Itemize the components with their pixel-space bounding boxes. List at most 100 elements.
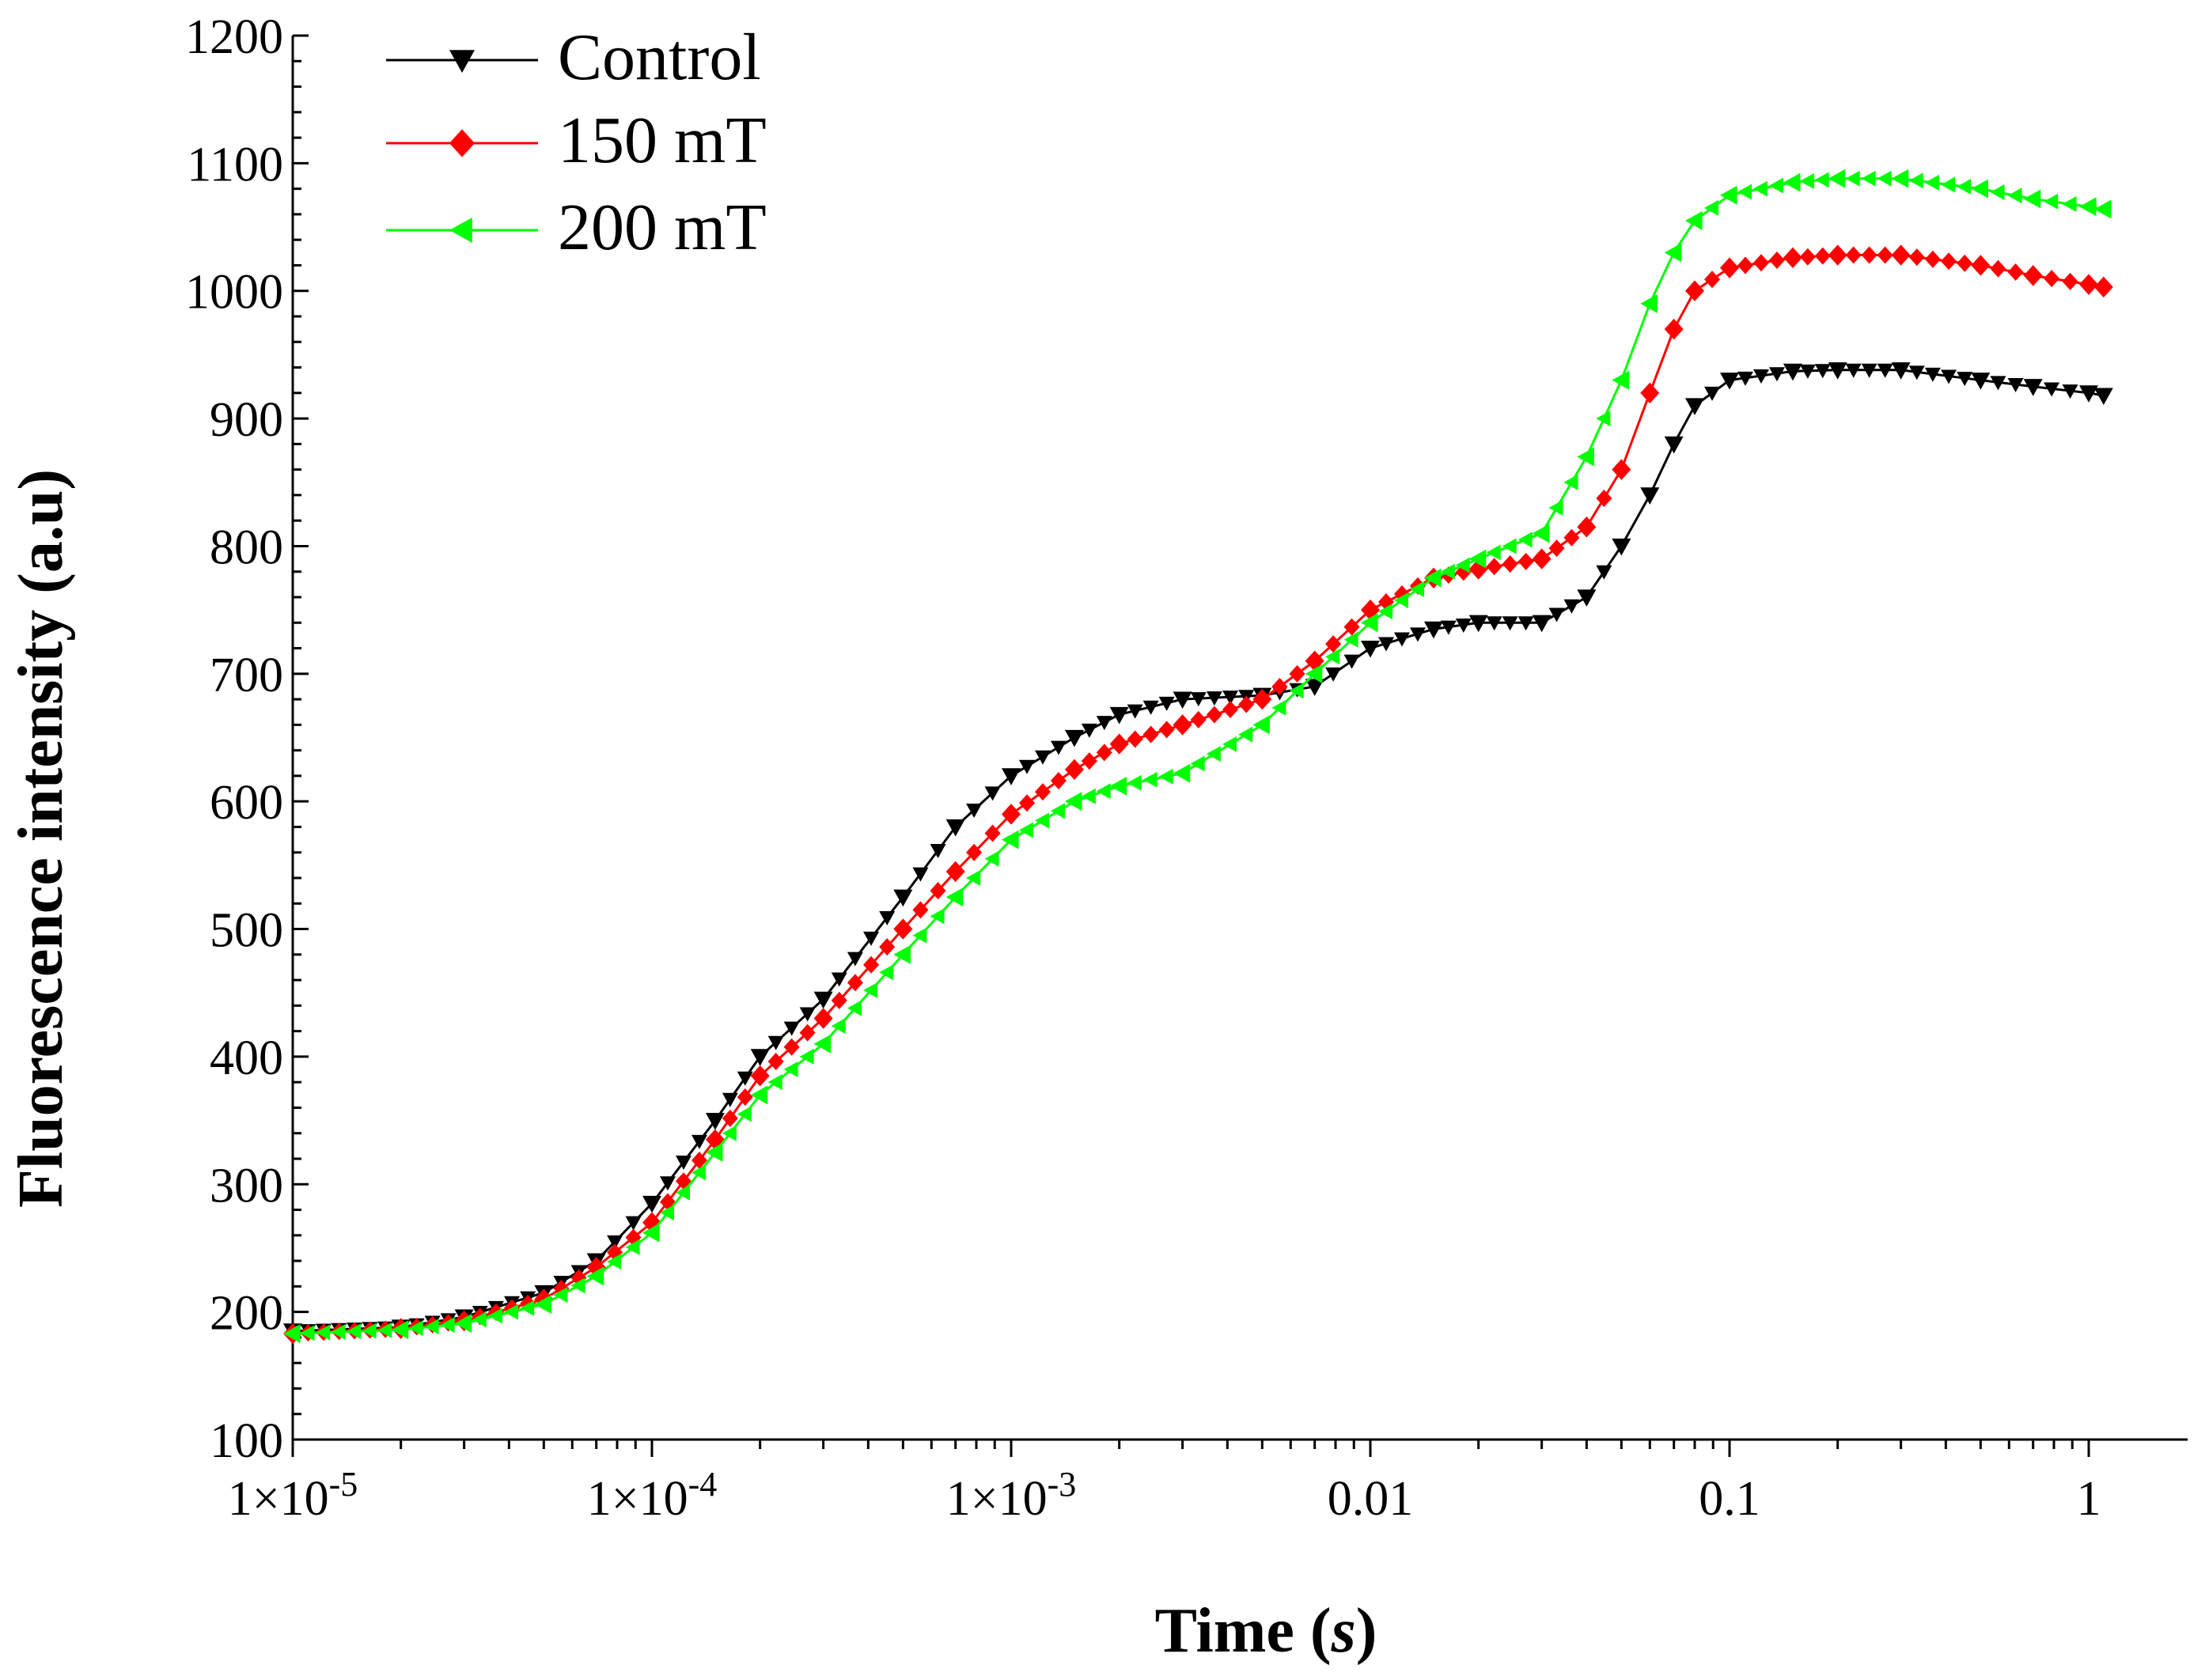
data-point xyxy=(783,1038,800,1056)
data-point xyxy=(1861,246,1877,264)
data-point xyxy=(691,1164,706,1181)
data-point xyxy=(1768,177,1783,194)
data-point xyxy=(607,1254,622,1270)
data-point xyxy=(1325,667,1342,682)
data-point xyxy=(1828,168,1846,188)
data-point xyxy=(799,1048,814,1065)
data-point xyxy=(2044,193,2059,210)
data-point xyxy=(863,955,880,974)
data-point xyxy=(1127,704,1143,719)
data-point xyxy=(1640,293,1658,313)
data-point xyxy=(1393,592,1408,609)
y-tick-label: 500 xyxy=(210,904,283,958)
data-point xyxy=(487,1307,502,1324)
data-point xyxy=(1518,552,1534,570)
data-point xyxy=(1941,176,1956,193)
data-point xyxy=(1877,170,1892,187)
data-point xyxy=(831,972,847,987)
data-point xyxy=(1127,774,1142,791)
data-point xyxy=(659,1176,676,1191)
data-point xyxy=(813,991,833,1009)
data-point xyxy=(879,911,896,926)
data-point xyxy=(1924,367,1941,382)
data-point xyxy=(2023,379,2043,396)
data-point xyxy=(1532,548,1552,569)
data-point xyxy=(1737,184,1752,200)
data-point xyxy=(722,1092,738,1107)
legend-swatch-marker xyxy=(449,129,475,157)
data-point xyxy=(534,1294,551,1314)
x-tick-label: 0.1 xyxy=(1699,1472,1760,1526)
data-point xyxy=(1664,318,1684,340)
data-point xyxy=(1050,803,1065,819)
data-point xyxy=(625,1216,642,1231)
y-tick-label: 900 xyxy=(210,393,283,447)
data-point xyxy=(783,1061,798,1078)
data-point xyxy=(1343,631,1358,648)
data-point xyxy=(1783,363,1802,381)
data-point xyxy=(1377,604,1392,620)
data-point xyxy=(1096,716,1112,731)
data-point xyxy=(625,1239,640,1255)
data-point xyxy=(984,850,999,867)
data-point xyxy=(1891,362,1911,380)
data-point xyxy=(607,1235,623,1250)
data-point xyxy=(1563,474,1578,490)
data-point xyxy=(1799,248,1816,266)
x-axis-title-main: Time ( xyxy=(1155,1596,1332,1666)
data-point xyxy=(1190,710,1207,728)
data-point xyxy=(1486,558,1502,576)
data-point xyxy=(1377,637,1394,652)
data-point xyxy=(2007,187,2022,204)
data-point xyxy=(813,1034,832,1054)
data-point xyxy=(1612,538,1631,556)
x-tick-label: 1 xyxy=(2077,1472,2101,1526)
x-axis-title-unit: s xyxy=(1331,1596,1356,1666)
data-point xyxy=(300,1325,315,1341)
data-point xyxy=(1704,386,1721,401)
data-point xyxy=(1828,244,1847,266)
data-point xyxy=(1206,746,1221,762)
data-point xyxy=(642,1212,661,1233)
data-point xyxy=(847,952,863,967)
data-point xyxy=(1908,172,1923,189)
data-point xyxy=(1142,725,1159,744)
data-point xyxy=(984,824,1001,842)
data-point xyxy=(1737,371,1753,386)
data-point xyxy=(1548,539,1565,558)
data-point xyxy=(1783,172,1801,192)
series-line xyxy=(292,369,2105,1333)
data-point xyxy=(1941,252,1957,271)
y-tick-label: 400 xyxy=(210,1031,283,1085)
data-point xyxy=(1685,280,1705,301)
data-point xyxy=(2093,276,2113,298)
data-point xyxy=(1752,180,1768,197)
data-point xyxy=(750,1049,770,1066)
data-point xyxy=(1924,250,1941,268)
data-point xyxy=(1081,752,1097,770)
data-point xyxy=(1596,565,1612,580)
data-point xyxy=(1704,271,1721,289)
data-point xyxy=(1190,692,1207,707)
data-point xyxy=(454,1314,472,1334)
data-point xyxy=(1957,179,1972,195)
data-point xyxy=(722,1109,738,1127)
data-point xyxy=(863,931,880,946)
x-tick-label: 1×10-4 xyxy=(587,1465,718,1526)
data-point xyxy=(347,1323,362,1340)
data-point xyxy=(966,803,983,818)
data-point xyxy=(1720,373,1739,390)
data-point xyxy=(705,1129,725,1150)
data-point xyxy=(1502,538,1517,554)
data-point xyxy=(893,918,913,940)
data-point xyxy=(1577,447,1594,467)
data-point xyxy=(737,1071,753,1086)
x-tick-label: 1×10-3 xyxy=(946,1465,1077,1526)
y-tick-label: 300 xyxy=(210,1159,283,1213)
data-point xyxy=(1081,723,1097,738)
data-point xyxy=(2023,189,2041,209)
data-point xyxy=(1814,172,1829,188)
data-point xyxy=(1440,620,1457,635)
data-point xyxy=(1577,516,1597,538)
data-point xyxy=(912,901,929,919)
